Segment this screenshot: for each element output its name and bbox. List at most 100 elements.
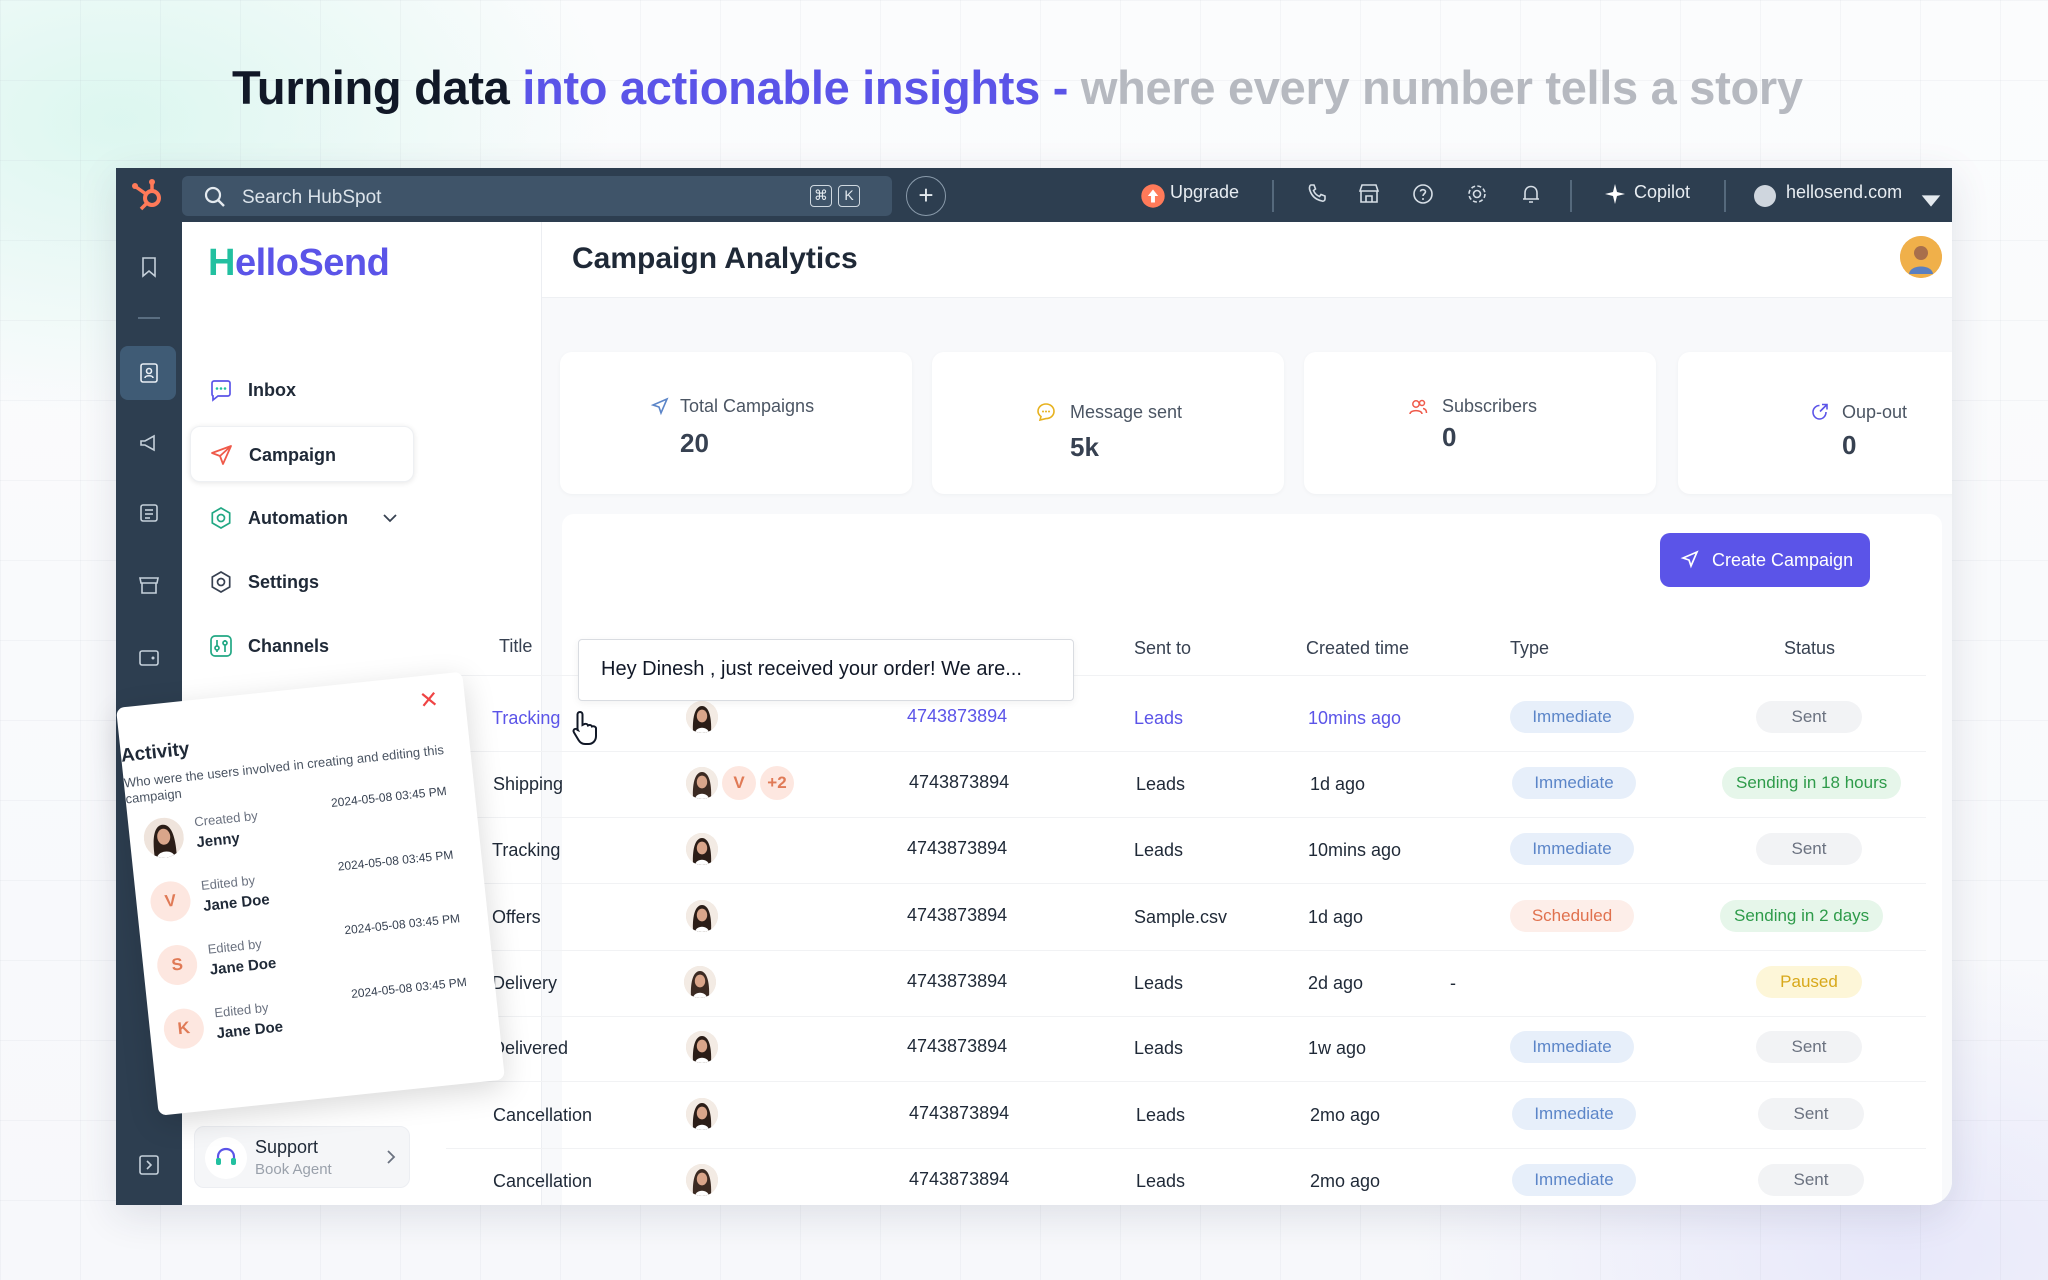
phone-number: 4743873894 — [909, 1103, 1010, 1123]
chevron-down-icon[interactable] — [1918, 188, 1944, 214]
close-button[interactable] — [416, 686, 442, 712]
content-icon[interactable] — [136, 500, 162, 526]
send-icon — [650, 397, 669, 416]
marketplace-icon[interactable] — [1356, 181, 1382, 207]
phone-number: 4743873894 — [907, 706, 1008, 726]
marketing-megaphone-icon[interactable] — [136, 430, 162, 456]
stat-value: 20 — [680, 428, 709, 458]
activity-timestamp: 2024-05-08 03:45 PM — [337, 847, 454, 874]
sidebar-item-label: Inbox — [248, 380, 296, 400]
sidebar-item-channels[interactable]: Channels — [190, 618, 414, 674]
inbox-icon — [211, 380, 231, 402]
campaign-title[interactable]: Offers — [492, 907, 541, 927]
type-badge: Immediate — [1512, 1164, 1636, 1196]
activity-user: Jane Doe — [209, 954, 278, 979]
status-badge: Sent — [1758, 1098, 1864, 1130]
topbar-divider — [1272, 180, 1274, 212]
hubspot-logo-icon[interactable] — [128, 178, 168, 212]
contacts-icon[interactable] — [136, 360, 162, 386]
upgrade-button[interactable]: Upgrade — [1170, 182, 1240, 202]
logo-letter: H — [208, 242, 235, 284]
campaign-title[interactable]: Tracking — [492, 708, 561, 728]
type-badge: Immediate — [1510, 701, 1634, 733]
recipient-avatar — [686, 833, 718, 865]
sent-to: Leads — [1134, 973, 1184, 993]
campaign-title[interactable]: Tracking — [492, 840, 561, 860]
phone-icon[interactable] — [1304, 181, 1330, 207]
sidebar-item-inbox[interactable]: Inbox — [190, 362, 414, 418]
type-badge: Immediate — [1510, 833, 1634, 865]
column-header-status[interactable]: Status — [1784, 638, 1836, 658]
campaign-title[interactable]: Cancellation — [493, 1105, 593, 1125]
campaign-title[interactable]: Cancellation — [493, 1171, 593, 1191]
sidebar-item-campaign[interactable]: Campaign — [190, 426, 414, 482]
sidebar-item-automation[interactable]: Automation — [190, 490, 414, 546]
support-headset-icon — [205, 1137, 247, 1179]
recipient-avatar — [686, 1164, 718, 1196]
campaign-title[interactable]: Shipping — [493, 774, 564, 794]
wallet-icon[interactable] — [136, 644, 162, 670]
created-time: 1d ago — [1310, 774, 1366, 794]
activity-user: Jane Doe — [202, 891, 271, 915]
stat-card-message-sent: Message sent 5k — [932, 352, 1284, 494]
type-badge: Immediate — [1510, 1031, 1634, 1063]
row-divider — [446, 1081, 1926, 1082]
stat-label: Total Campaigns — [680, 396, 815, 416]
settings-gear-icon[interactable] — [1464, 181, 1490, 207]
created-time: 1d ago — [1308, 907, 1364, 927]
create-campaign-button[interactable]: Create Campaign — [1660, 533, 1870, 587]
chevron-right-icon — [387, 1150, 396, 1164]
campaign-title[interactable]: Delivered — [492, 1038, 569, 1058]
column-header-created-time[interactable]: Created time — [1306, 638, 1410, 658]
support-card[interactable]: Support Book Agent — [194, 1126, 410, 1188]
created-time: 1w ago — [1308, 1038, 1367, 1058]
editor-avatar: S — [155, 943, 200, 987]
column-header-type[interactable]: Type — [1510, 638, 1550, 658]
gear-icon — [211, 571, 231, 593]
copilot-button[interactable]: Copilot — [1634, 182, 1691, 202]
avatar-more-count[interactable]: +2 — [760, 766, 794, 800]
stat-card-subscribers: Subscribers 0 — [1304, 352, 1656, 494]
upgrade-icon — [1141, 184, 1165, 208]
message-preview-tooltip: Hey Dinesh , just received your order! W… — [578, 639, 1074, 701]
channels-icon — [210, 635, 232, 657]
column-header-sent-to[interactable]: Sent to — [1134, 638, 1192, 658]
chevron-down-icon[interactable] — [380, 508, 400, 528]
phone-number: 4743873894 — [909, 1169, 1010, 1189]
shortcut-k-key: K — [838, 185, 860, 207]
status-badge: Sending in 18 hours — [1722, 767, 1902, 799]
create-plus-button[interactable]: + — [906, 176, 946, 216]
stat-card-total-campaigns: Total Campaigns 20 — [560, 352, 912, 494]
recipient-avatar — [686, 1031, 718, 1063]
bookmark-icon[interactable] — [136, 254, 162, 280]
account-avatar[interactable] — [1754, 185, 1776, 207]
recipient-avatar — [686, 767, 718, 799]
editor-avatar: K — [161, 1006, 206, 1051]
user-avatar[interactable] — [1900, 236, 1942, 278]
recipient-avatar — [686, 701, 718, 733]
sidebar-item-settings[interactable]: Settings — [190, 554, 414, 610]
search-input[interactable]: Search HubSpot — [242, 187, 382, 208]
sent-to: Leads — [1136, 1171, 1186, 1191]
logo-text: elloSend — [234, 242, 390, 284]
created-time: 2mo ago — [1310, 1171, 1381, 1191]
sidebar-item-label: Automation — [248, 508, 348, 528]
commerce-icon[interactable] — [136, 572, 162, 598]
account-menu[interactable]: hellosend.com — [1786, 182, 1903, 202]
notification-bell-icon[interactable] — [1518, 181, 1544, 207]
headline-part-2: into actionable insights - — [522, 61, 1069, 114]
column-header-title[interactable]: Title — [499, 636, 533, 656]
campaign-title[interactable]: Delivery — [492, 973, 558, 993]
created-time: 10mins ago — [1308, 840, 1402, 860]
recipient-avatar — [684, 966, 716, 998]
type-badge: Scheduled — [1510, 900, 1634, 932]
expand-panel-icon[interactable] — [136, 1152, 162, 1178]
hellosend-logo: HelloSend — [208, 242, 390, 285]
row-divider — [446, 950, 1926, 951]
help-icon[interactable] — [1410, 181, 1436, 207]
status-badge: Paused — [1756, 966, 1862, 998]
search-bar[interactable]: Search HubSpot ⌘ K — [182, 176, 892, 216]
copilot-sparkle-icon — [1605, 184, 1625, 204]
status-badge: Sent — [1756, 1031, 1862, 1063]
creator-avatar — [141, 815, 186, 860]
